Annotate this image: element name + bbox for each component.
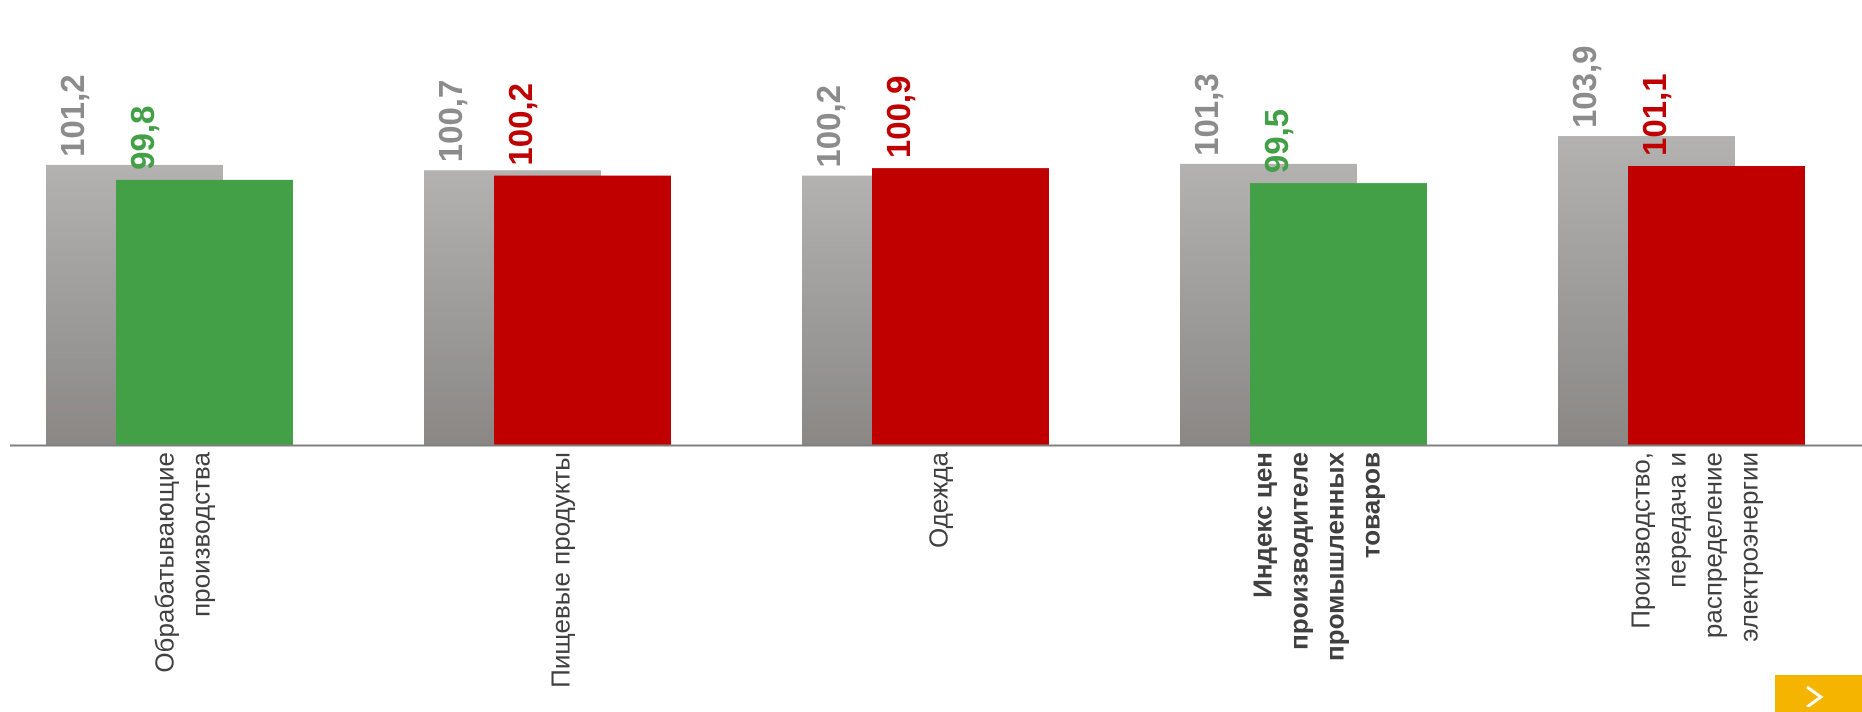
bar-series2	[1250, 183, 1427, 445]
category-label-line: Пищевые продукты	[546, 452, 576, 688]
category-label-line: распределение	[1698, 452, 1728, 638]
category-label-line: товаров	[1356, 452, 1386, 558]
category-label-line: передача и	[1662, 452, 1692, 588]
category-label: Пищевые продукты	[546, 452, 576, 688]
category-label-line: производства	[186, 451, 216, 616]
next-slide-button[interactable]	[1775, 675, 1862, 712]
value-label-series2: 99,5	[1258, 109, 1295, 173]
chevron-right-icon	[1806, 685, 1824, 707]
value-label-series2: 100,9	[880, 76, 917, 159]
category-label: Обрабатывающие производства	[150, 451, 216, 672]
category-label: Производство, передача и распределение элек…	[1626, 452, 1764, 642]
value-label-series1: 100,7	[432, 80, 469, 163]
bar-series2	[116, 179, 293, 445]
bar-series2	[872, 168, 1049, 445]
value-label-series1: 101,2	[54, 74, 91, 157]
value-label-series1: 100,2	[810, 85, 847, 168]
category-label-line: электроэнергии	[1734, 452, 1764, 642]
category-label: Индекс цен производителе промышленных товар…	[1248, 451, 1386, 660]
category-label-line: Обрабатывающие	[150, 452, 180, 673]
category-label-line: Индекс цен	[1248, 452, 1278, 598]
bar-series2	[1628, 165, 1805, 445]
category-label-line: производителе	[1284, 452, 1314, 650]
category-label: Одежда	[924, 451, 954, 548]
value-label-series2: 99,8	[124, 106, 161, 170]
category-label-line: Производство,	[1626, 452, 1656, 629]
category-label-line: Одежда	[924, 451, 954, 548]
value-label-series2: 100,2	[502, 83, 539, 166]
category-label-line: промышленных	[1320, 451, 1350, 660]
value-label-series2: 101,1	[1636, 73, 1673, 156]
value-label-series1: 103,9	[1566, 45, 1603, 128]
value-label-series1: 101,3	[1188, 73, 1225, 156]
bar-series2	[494, 175, 671, 445]
